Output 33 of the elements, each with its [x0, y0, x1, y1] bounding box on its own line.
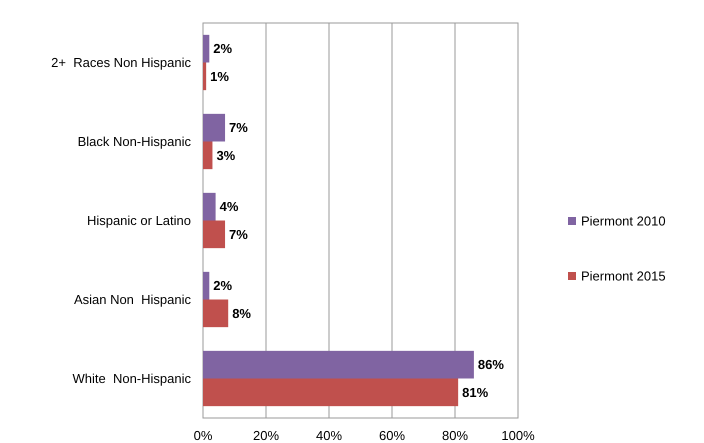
bar	[203, 34, 210, 62]
bar	[203, 350, 474, 378]
x-tick-label: 40%	[316, 428, 342, 443]
x-tick-label: 0%	[194, 428, 213, 443]
data-label: 2%	[213, 278, 233, 294]
bar	[203, 272, 210, 300]
data-label: 8%	[232, 306, 252, 321]
data-label: 81%	[462, 384, 489, 400]
bar	[203, 300, 228, 328]
data-label: 7%	[229, 226, 248, 242]
x-tick-label: 100%	[501, 428, 536, 443]
data-label: 86%	[478, 357, 504, 372]
y-tick-label: Hispanic or Latino	[86, 213, 191, 228]
bar	[203, 378, 458, 406]
data-label: 4%	[220, 199, 239, 214]
data-label: 3%	[216, 148, 236, 163]
bar	[203, 114, 226, 142]
x-tick-label: 20%	[252, 428, 280, 443]
y-tick-label: Asian Non Hispanic	[74, 292, 192, 308]
bar	[203, 62, 206, 90]
x-tick-label: 80%	[442, 428, 468, 443]
bar	[203, 192, 216, 220]
y-tick-label: White Non-Hispanic	[72, 371, 192, 386]
bar	[203, 220, 226, 248]
legend-label: Piermont 2015	[581, 268, 666, 284]
legend-label: Piermont 2010	[581, 214, 666, 229]
y-tick-label: 2+ Races Non Hispanic	[51, 55, 192, 70]
data-label: 1%	[210, 68, 230, 84]
bar	[203, 142, 212, 170]
data-label: 7%	[229, 120, 248, 136]
x-tick-label: 60%	[378, 428, 406, 443]
data-label: 2%	[213, 41, 233, 56]
y-tick-label: Black Non-Hispanic	[78, 134, 192, 150]
